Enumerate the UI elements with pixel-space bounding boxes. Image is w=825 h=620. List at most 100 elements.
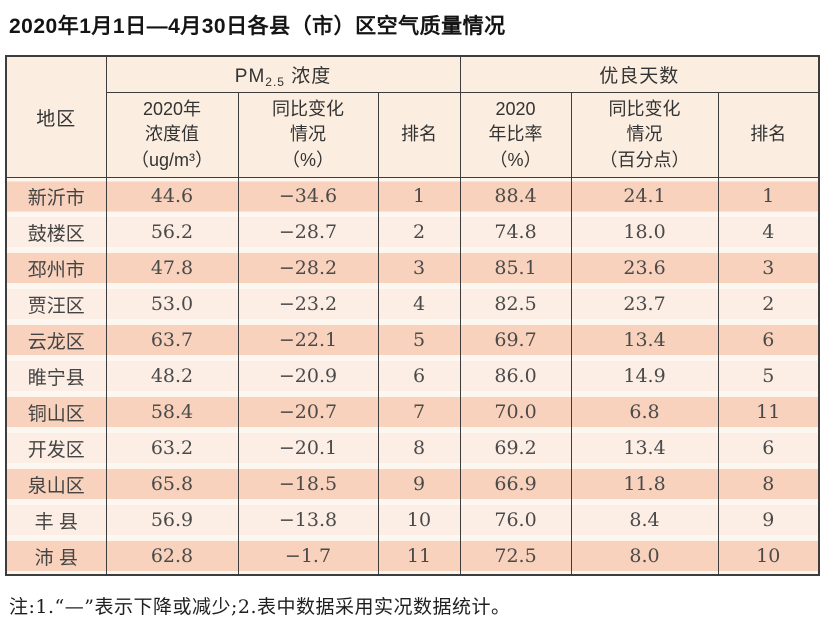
pm-change-cell: −20.1 <box>237 430 379 466</box>
pm-change-cell: −22.1 <box>237 322 379 358</box>
table-row: 新沂市 44.6 −34.6 1 88.4 24.1 1 <box>5 177 820 214</box>
region-cell: 开发区 <box>5 430 107 466</box>
table-row: 铜山区 58.4 −20.7 7 70.0 6.8 11 <box>5 394 820 430</box>
good-change-cell: 23.7 <box>570 286 719 322</box>
table-row: 丰 县 56.9 −13.8 10 76.0 8.4 9 <box>5 502 820 538</box>
pm-rank-cell: 11 <box>377 538 461 575</box>
good-change-cell: 11.8 <box>570 466 719 502</box>
pm-value-cell: 62.8 <box>105 538 239 575</box>
good-rank-cell: 6 <box>717 430 820 466</box>
good-ratio-cell: 74.8 <box>459 214 572 250</box>
header-sub-row: 2020年 浓度值 （ug/m³） 同比变化 情况 （%） 排名 2020 年比… <box>6 92 820 178</box>
table-row: 开发区 63.2 −20.1 8 69.2 13.4 6 <box>5 430 820 466</box>
region-cell: 沛 县 <box>5 538 107 575</box>
pm-rank-cell: 7 <box>377 394 461 430</box>
pm-rank-cell: 1 <box>377 177 461 214</box>
good-ratio-cell: 85.1 <box>459 250 572 286</box>
good-rank-cell: 5 <box>717 358 820 394</box>
good-rank-cell: 10 <box>717 538 820 575</box>
pm-change-cell: −23.2 <box>237 286 379 322</box>
column-group-pm25: PM2.5 浓度 <box>105 55 461 93</box>
table-row: 邳州市 47.8 −28.2 3 85.1 23.6 3 <box>5 250 820 286</box>
region-cell: 铜山区 <box>5 394 107 430</box>
pm25-label-subscript: 2.5 <box>265 74 285 89</box>
good-ratio-cell: 69.7 <box>459 322 572 358</box>
column-header-good-ratio: 2020 年比率 （%） <box>459 92 572 178</box>
good-change-cell: 13.4 <box>570 322 719 358</box>
good-ratio-cell: 82.5 <box>459 286 572 322</box>
table-row: 泉山区 65.8 −18.5 9 66.9 11.8 8 <box>5 466 820 502</box>
good-ratio-cell: 88.4 <box>459 177 572 214</box>
column-group-good-days: 优良天数 <box>459 55 820 93</box>
good-rank-cell: 8 <box>717 466 820 502</box>
table-row: 云龙区 63.7 −22.1 5 69.7 13.4 6 <box>5 322 820 358</box>
region-cell: 新沂市 <box>5 177 107 214</box>
table-row: 睢宁县 48.2 −20.9 6 86.0 14.9 5 <box>5 358 820 394</box>
column-header-good-change: 同比变化 情况 （百分点） <box>570 92 719 178</box>
pm-change-cell: −18.5 <box>237 466 379 502</box>
pm-change-cell: −1.7 <box>237 538 379 575</box>
table-body: 新沂市 44.6 −34.6 1 88.4 24.1 1 鼓楼区 56.2 −2… <box>5 177 820 575</box>
pm-value-cell: 48.2 <box>105 358 239 394</box>
pm-value-cell: 47.8 <box>105 250 239 286</box>
pm-rank-cell: 10 <box>377 502 461 538</box>
region-cell: 邳州市 <box>5 250 107 286</box>
pm-rank-cell: 4 <box>377 286 461 322</box>
good-change-cell: 24.1 <box>570 177 719 214</box>
good-change-cell: 18.0 <box>570 214 719 250</box>
pm-value-cell: 53.0 <box>105 286 239 322</box>
table-header: 地区 PM2.5 浓度 优良天数 2020年 浓度值 （ug/m³） 同比变化 … <box>5 55 820 178</box>
pm-change-cell: −28.2 <box>237 250 379 286</box>
good-ratio-cell: 76.0 <box>459 502 572 538</box>
pm-value-cell: 58.4 <box>105 394 239 430</box>
good-ratio-cell: 66.9 <box>459 466 572 502</box>
column-header-pm-value: 2020年 浓度值 （ug/m³） <box>105 92 239 178</box>
column-header-pm-rank: 排名 <box>377 92 461 178</box>
pm-change-cell: −20.7 <box>237 394 379 430</box>
header-group-row: 地区 PM2.5 浓度 优良天数 <box>5 55 820 178</box>
pm-value-cell: 44.6 <box>105 177 239 214</box>
pm-value-cell: 65.8 <box>105 466 239 502</box>
column-header-good-rank: 排名 <box>717 92 820 178</box>
good-rank-cell: 6 <box>717 322 820 358</box>
pm-change-cell: −20.9 <box>237 358 379 394</box>
good-ratio-cell: 86.0 <box>459 358 572 394</box>
table-row: 鼓楼区 56.2 −28.7 2 74.8 18.0 4 <box>5 214 820 250</box>
good-change-cell: 23.6 <box>570 250 719 286</box>
good-change-cell: 6.8 <box>570 394 719 430</box>
pm-value-cell: 63.7 <box>105 322 239 358</box>
good-rank-cell: 1 <box>717 177 820 214</box>
pm-value-cell: 56.9 <box>105 502 239 538</box>
pm-value-cell: 63.2 <box>105 430 239 466</box>
region-cell: 丰 县 <box>5 502 107 538</box>
pm-rank-cell: 5 <box>377 322 461 358</box>
pm-change-cell: −28.7 <box>237 214 379 250</box>
pm-value-cell: 56.2 <box>105 214 239 250</box>
air-quality-table: 地区 PM2.5 浓度 优良天数 2020年 浓度值 （ug/m³） 同比变化 … <box>5 55 821 576</box>
good-rank-cell: 4 <box>717 214 820 250</box>
good-ratio-cell: 69.2 <box>459 430 572 466</box>
good-rank-cell: 3 <box>717 250 820 286</box>
region-cell: 鼓楼区 <box>5 214 107 250</box>
good-ratio-cell: 70.0 <box>459 394 572 430</box>
table-row: 贾汪区 53.0 −23.2 4 82.5 23.7 2 <box>5 286 820 322</box>
good-rank-cell: 2 <box>717 286 820 322</box>
pm25-label-suffix: 浓度 <box>284 65 332 87</box>
region-cell: 泉山区 <box>5 466 107 502</box>
region-cell: 云龙区 <box>5 322 107 358</box>
pm-change-cell: −34.6 <box>237 177 379 214</box>
region-cell: 贾汪区 <box>5 286 107 322</box>
pm-rank-cell: 6 <box>377 358 461 394</box>
pm-rank-cell: 9 <box>377 466 461 502</box>
page-title: 2020年1月1日—4月30日各县（市）区空气质量情况 <box>9 15 506 38</box>
pm-rank-cell: 2 <box>377 214 461 250</box>
pm-rank-cell: 8 <box>377 430 461 466</box>
region-cell: 睢宁县 <box>5 358 107 394</box>
good-change-cell: 8.0 <box>570 538 719 575</box>
pm-change-cell: −13.8 <box>237 502 379 538</box>
good-rank-cell: 11 <box>717 394 820 430</box>
column-header-region: 地区 <box>5 55 107 178</box>
good-change-cell: 13.4 <box>570 430 719 466</box>
column-header-pm-change: 同比变化 情况 （%） <box>237 92 379 178</box>
